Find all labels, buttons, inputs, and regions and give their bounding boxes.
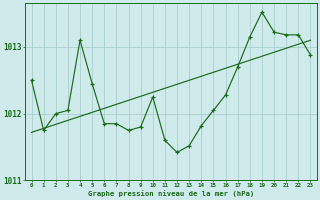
X-axis label: Graphe pression niveau de la mer (hPa): Graphe pression niveau de la mer (hPa) <box>88 190 254 197</box>
